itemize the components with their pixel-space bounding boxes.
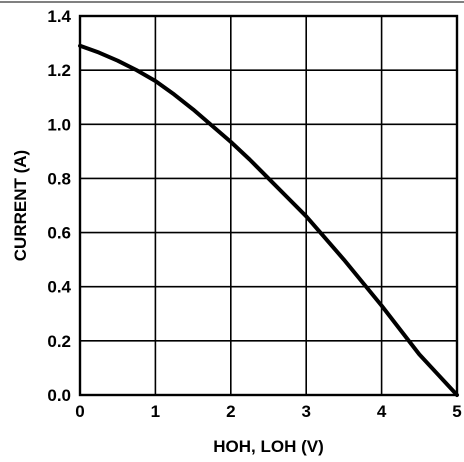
y-tick-label: 0.6 <box>47 224 71 243</box>
plot-frame <box>78 14 459 397</box>
current-curve <box>78 43 459 397</box>
x-tick-label: 1 <box>151 402 160 421</box>
y-tick-label: 0.0 <box>47 386 71 405</box>
y-tick-label: 0.2 <box>47 332 71 351</box>
y-tick-label: 1.0 <box>47 115 71 134</box>
y-tick-label: 0.4 <box>47 278 71 297</box>
x-tick-label: 0 <box>75 402 84 421</box>
x-axis-title: HOH, LOH (V) <box>213 437 324 456</box>
x-tick-labels: 0 1 2 3 4 5 <box>75 402 461 421</box>
grid <box>80 16 457 395</box>
y-axis-title: CURRENT (A) <box>11 150 30 261</box>
y-tick-labels: 0.0 0.2 0.4 0.6 0.8 1.0 1.2 1.4 <box>47 7 71 405</box>
x-tick-label: 4 <box>377 402 387 421</box>
y-tick-label: 1.2 <box>47 61 71 80</box>
y-tick-label: 1.4 <box>47 7 71 26</box>
x-tick-label: 3 <box>301 402 310 421</box>
x-tick-label: 5 <box>452 402 461 421</box>
y-tick-label: 0.8 <box>47 169 71 188</box>
x-tick-label: 2 <box>226 402 235 421</box>
